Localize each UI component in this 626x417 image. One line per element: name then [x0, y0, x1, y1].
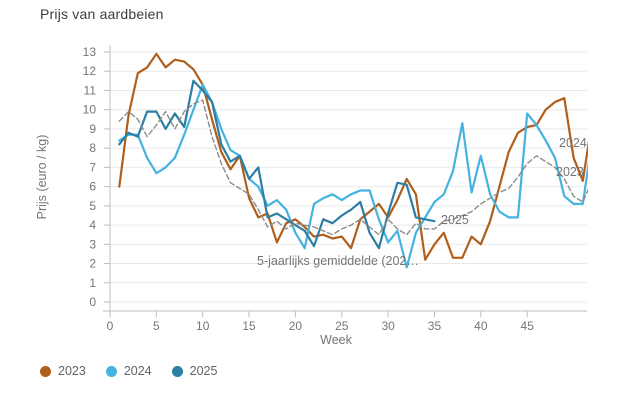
y-tick-label: 3	[89, 237, 96, 251]
series-end-label-2025: 2025	[441, 213, 469, 227]
x-tick-label: 5	[153, 319, 160, 333]
series-line-5-jaarlijks-gemiddelde	[118, 99, 588, 236]
x-axis-title: Week	[320, 333, 352, 347]
x-tick-label: 15	[242, 319, 256, 333]
x-tick-label: 0	[107, 319, 114, 333]
series-line-2023	[118, 52, 588, 261]
y-tick-label: 12	[83, 64, 97, 78]
series-end-label-2023: 2023	[556, 165, 584, 179]
y-tick-label: 10	[83, 103, 97, 117]
chart-legend: 2023 2024 2025	[40, 364, 217, 378]
series-line-2025	[118, 79, 436, 250]
legend-item-2025[interactable]: 2025	[171, 364, 218, 378]
x-tick-label: 10	[196, 319, 210, 333]
x-tick-label: 40	[474, 319, 488, 333]
x-tick-label: 30	[381, 319, 395, 333]
legend-dot-2024	[105, 365, 117, 377]
y-tick-label: 8	[89, 141, 96, 155]
x-tick-label: 20	[289, 319, 303, 333]
legend-label-2023: 2023	[58, 364, 86, 378]
x-tick-label: 35	[428, 319, 442, 333]
y-tick-label: 11	[84, 83, 97, 97]
y-tick-label: 1	[89, 276, 96, 290]
y-tick-label: 9	[89, 122, 96, 136]
y-tick-label: 7	[89, 160, 96, 174]
y-tick-label: 5	[89, 199, 96, 213]
series-end-label-2024: 2024	[559, 136, 587, 150]
y-tick-label: 2	[89, 257, 96, 271]
legend-dot-2023	[40, 365, 51, 377]
y-axis-title: Prijs (euro / kg)	[35, 135, 49, 220]
chart-title: Prijs van aardbeien	[40, 6, 164, 22]
average-line-label: 5-jaarlijks gemiddelde (202…	[257, 254, 419, 268]
legend-item-2024[interactable]: 2024	[105, 364, 152, 378]
y-tick-label: 6	[89, 180, 96, 194]
x-tick-label: 45	[521, 319, 535, 333]
legend-label-2025: 2025	[189, 364, 218, 378]
y-tick-label: 13	[83, 45, 97, 59]
legend-dot-2025	[171, 365, 183, 377]
y-tick-label: 4	[89, 218, 96, 232]
y-tick-label: 0	[89, 295, 96, 309]
x-tick-label: 25	[335, 319, 349, 333]
legend-item-2023[interactable]: 2023	[40, 364, 86, 378]
legend-label-2024: 2024	[123, 364, 152, 378]
series-line-2024	[118, 83, 588, 269]
